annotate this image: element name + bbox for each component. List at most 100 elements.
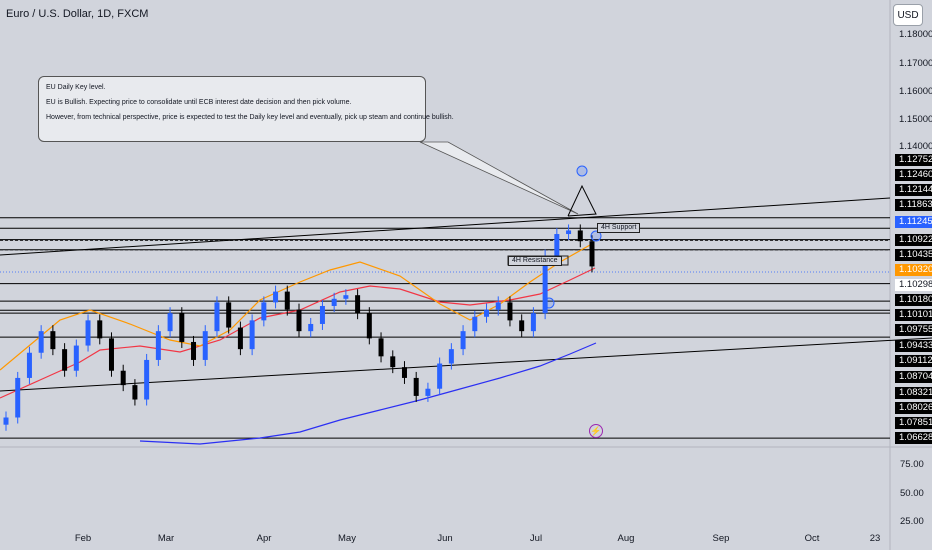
projection-path: [567, 184, 597, 217]
note-line-2: EU is Bullish. Expecting price to consol…: [46, 99, 352, 106]
candle-body: [448, 349, 454, 364]
target-marker-circle: [590, 230, 602, 242]
candle-body: [425, 388, 431, 396]
candle-body: [144, 359, 150, 400]
date-tick: Jul: [529, 533, 543, 544]
currency-button[interactable]: USD: [893, 4, 923, 26]
date-tick: May: [338, 533, 356, 544]
date-tick: Apr: [256, 533, 272, 544]
level-tag: 1.09112: [895, 355, 932, 367]
annotation-callout[interactable]: EU Daily Key level. EU is Bullish. Expec…: [38, 76, 454, 142]
candle-body: [191, 341, 197, 360]
level-tag: 1.12460: [895, 169, 932, 181]
level-tag: 1.06628: [895, 432, 932, 444]
candle-body: [319, 305, 325, 324]
low-marker-circle: [543, 297, 555, 309]
support-box-label[interactable]: 4H Support: [597, 223, 641, 233]
candle-body: [50, 331, 56, 350]
candle-body: [26, 352, 32, 378]
candle-body: [15, 377, 21, 418]
symbol-title: Euro / U.S. Dollar, 1D, FXCM: [6, 8, 149, 20]
candle-body: [530, 313, 536, 332]
price-tick: 1.17000: [899, 58, 932, 69]
rsi-tick: 75.00: [900, 459, 924, 470]
candle-body: [566, 230, 572, 235]
flash-icon[interactable]: ⚡: [589, 424, 603, 438]
price-tick: 1.18000: [899, 29, 932, 40]
ema-tag: 1.10298: [895, 279, 932, 291]
candle-body: [120, 370, 126, 386]
candle-body: [97, 320, 103, 339]
candle-body: [226, 302, 232, 328]
lower-trendline: [0, 337, 932, 392]
candle-body: [577, 230, 583, 242]
resistance-box-label[interactable]: 4H Resistance: [508, 256, 562, 266]
level-tag: 1.10180: [895, 294, 932, 306]
high-marker-circle: [576, 165, 588, 177]
date-tick: Jun: [437, 533, 453, 544]
candle-body: [331, 298, 337, 306]
candle-body: [249, 320, 255, 350]
candle-body: [390, 356, 396, 368]
price-tick: 1.16000: [899, 86, 932, 97]
candle-body: [355, 295, 361, 314]
candle-body: [413, 377, 419, 396]
candle-body: [401, 367, 407, 378]
candle-body: [261, 302, 267, 321]
candle-body: [308, 323, 314, 332]
level-tag: 1.12752: [895, 154, 932, 166]
candle-body: [155, 331, 161, 360]
candle-body: [542, 255, 548, 314]
candle-body: [73, 345, 79, 371]
candle-body: [554, 234, 560, 256]
date-tick: Feb: [74, 533, 92, 544]
candle-body: [179, 313, 185, 342]
price-tick: 1.15000: [899, 114, 932, 125]
candle-body: [519, 320, 525, 332]
callout-pointer: [419, 141, 579, 215]
candle-body: [202, 331, 208, 360]
level-tag: 1.08026: [895, 402, 932, 414]
level-tag: 1.10101: [895, 309, 932, 321]
level-tag: 1.10922: [895, 234, 932, 246]
candle-body: [214, 302, 220, 332]
level-tag: 1.08321: [895, 387, 932, 399]
level-tag: 1.12144: [895, 184, 932, 196]
candle-body: [237, 327, 243, 350]
level-tag: 1.07851: [895, 417, 932, 429]
level-tag: 1.11863: [895, 199, 932, 211]
date-tick: 23: [869, 533, 881, 544]
note-line-3: However, from technical perspective, pri…: [46, 114, 454, 121]
candle-body: [460, 331, 466, 350]
candle-body: [132, 385, 138, 400]
candle-body: [507, 302, 513, 321]
candle-body: [296, 309, 302, 332]
candle-body: [3, 417, 9, 425]
rsi-tick: 25.00: [900, 516, 924, 527]
ema-blue-line: [139, 342, 597, 445]
date-tick: Oct: [804, 533, 820, 544]
ema-red-line: [0, 267, 596, 399]
candle-body: [273, 291, 279, 303]
candle-body: [437, 363, 443, 389]
ema-tag-orange: 1.10320: [895, 264, 932, 276]
price-tick: 1.14000: [899, 141, 932, 152]
candle-body: [495, 302, 501, 310]
date-tick: Aug: [617, 533, 635, 544]
date-tick: Mar: [157, 533, 175, 544]
level-tag: 1.08704: [895, 371, 932, 383]
candle-body: [284, 291, 290, 310]
candle-body: [167, 313, 173, 332]
candle-body: [366, 313, 372, 339]
date-tick: Sep: [712, 533, 730, 544]
candle-body: [343, 295, 349, 299]
candle-body: [589, 241, 595, 267]
note-line-1: EU Daily Key level.: [46, 84, 106, 91]
level-tag: 1.10435: [895, 249, 932, 261]
candle-body: [472, 316, 478, 332]
level-tag: 1.09433: [895, 340, 932, 352]
candle-body: [484, 309, 490, 317]
candle-body: [38, 331, 44, 353]
